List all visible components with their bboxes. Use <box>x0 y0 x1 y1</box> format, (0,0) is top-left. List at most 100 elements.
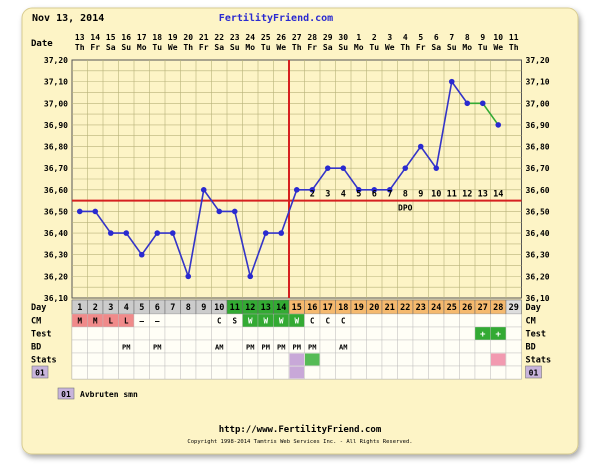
date-day-label: 27 <box>292 33 302 42</box>
dpo-number: 11 <box>447 190 457 200</box>
row-label-left: CM <box>31 317 41 327</box>
date-day-label: 25 <box>261 33 271 42</box>
test-cell <box>226 326 243 341</box>
date-weekday-label: We <box>385 43 395 52</box>
bd-cell <box>133 339 150 354</box>
stats-cell <box>149 352 166 367</box>
cycle-day-label: 5 <box>139 303 144 313</box>
date-day-label: 23 <box>230 33 240 42</box>
cm-value: W <box>248 317 253 326</box>
date-label-left: Date <box>31 39 53 49</box>
temperature-point <box>340 165 347 171</box>
cycle-day-label: 6 <box>155 303 160 313</box>
test-cell <box>335 326 352 341</box>
code-box-right <box>525 365 542 379</box>
stats-cell <box>102 352 119 367</box>
legend-code: 01 <box>61 390 71 399</box>
date-weekday-label: We <box>168 43 178 52</box>
bd-value: PM <box>308 344 316 352</box>
cycle-day-label: 21 <box>385 303 395 313</box>
code-cell <box>273 365 290 380</box>
date-weekday-label: Fr <box>416 43 426 52</box>
date-day-label: 19 <box>168 33 178 42</box>
cycle-day-label: 3 <box>108 303 113 313</box>
temperature-point <box>386 187 393 193</box>
cm-value: W <box>279 317 284 326</box>
date-weekday-label: Su <box>121 43 131 52</box>
stats-cell <box>366 352 383 367</box>
stats-cell <box>180 352 197 367</box>
code-cell <box>459 365 476 380</box>
cycle-day-label: 11 <box>230 303 240 313</box>
temperature-point <box>247 273 254 280</box>
code-label-left: 01 <box>35 369 45 378</box>
date-day-label: 28 <box>307 33 317 42</box>
code-cell <box>118 365 135 380</box>
code-cell <box>71 365 88 380</box>
cm-value: M <box>77 317 82 326</box>
temperature-point <box>278 230 285 236</box>
row-label-left: Stats <box>31 356 57 366</box>
dpo-number: 5 <box>356 190 361 200</box>
temperature-point <box>185 273 192 280</box>
cycle-day-label: 29 <box>509 303 519 313</box>
date-weekday-label: Fr <box>90 43 100 52</box>
footer-url[interactable]: http://www.FertilityFriend.com <box>219 424 382 435</box>
cycle-day-label: 9 <box>201 303 206 313</box>
cm-cell <box>505 313 522 328</box>
date-day-label: 3 <box>387 33 392 42</box>
date-day-label: 20 <box>183 33 193 42</box>
date-day-label: 7 <box>449 33 454 42</box>
code-cell <box>257 365 274 380</box>
date-weekday-label: Mo <box>245 43 255 52</box>
temperature-point <box>448 78 455 85</box>
stats-cell <box>71 352 88 367</box>
row-label-right: Test <box>526 330 546 340</box>
temperature-point <box>169 230 176 236</box>
date-day-label: 30 <box>338 33 348 42</box>
cycle-day-label: 13 <box>261 303 271 313</box>
bd-cell <box>366 339 383 354</box>
temperature-point <box>92 208 99 215</box>
date-day-label: 8 <box>465 33 470 42</box>
temperature-point <box>479 100 486 107</box>
y-tick-label-left: 37,10 <box>44 78 68 87</box>
bd-cell <box>459 339 476 354</box>
test-cell <box>288 326 305 341</box>
date-day-label: 29 <box>323 33 333 42</box>
cycle-day-label: 26 <box>462 303 472 313</box>
code-cell <box>490 365 507 380</box>
bd-value: AM <box>339 344 347 352</box>
date-weekday-label: Th <box>183 43 193 52</box>
cycle-day-label: 19 <box>354 303 364 313</box>
date-weekday-label: Tu <box>261 43 271 52</box>
cycle-day-label: 27 <box>478 303 488 313</box>
dpo-number: 7 <box>387 190 392 200</box>
bd-cell <box>397 339 414 354</box>
cm-cell <box>490 313 507 328</box>
stats-cell <box>164 352 181 367</box>
temperature-point <box>262 230 269 236</box>
row-layer: 1 M 2 M 3 L 4 L PM 5 – 6 – PM 7 8 9 10 C AM 11 S 12 W PM 13 W PM 14 W… <box>31 299 551 380</box>
bd-value: PM <box>153 344 161 352</box>
temperature-point <box>200 187 207 193</box>
date-day-label: 18 <box>152 33 162 42</box>
date-day-label: 26 <box>276 33 286 42</box>
bd-cell <box>381 339 398 354</box>
bd-cell <box>226 339 243 354</box>
cm-cell <box>459 313 476 328</box>
dpo-number: 9 <box>418 190 423 200</box>
code-cell <box>304 365 321 380</box>
date-weekday-label: Su <box>338 43 348 52</box>
code-cell <box>87 365 104 380</box>
cycle-day-label: 20 <box>369 303 379 313</box>
y-tick-label-left: 36,10 <box>44 294 68 303</box>
y-tick-label-right: 37,10 <box>526 78 550 87</box>
cycle-day-label: 23 <box>416 303 426 313</box>
stats-cell <box>474 352 491 367</box>
temperature-point <box>123 230 130 236</box>
row-label-right: Day <box>526 303 541 313</box>
cycle-day-label: 12 <box>245 303 255 313</box>
cycle-day-label: 4 <box>124 303 129 313</box>
row-label-left: Test <box>31 330 51 340</box>
